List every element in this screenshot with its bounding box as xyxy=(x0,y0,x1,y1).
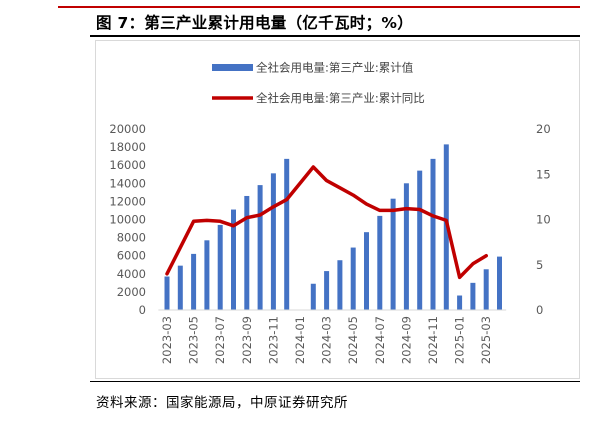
x-tick-label: 2025-01 xyxy=(453,316,467,364)
legend: 全社会用电量:第三产业:累计值 全社会用电量:第三产业:累计同比 xyxy=(212,61,425,105)
bar xyxy=(217,224,223,310)
x-tick-label: 2023-03 xyxy=(160,316,174,364)
x-tick-label: 2023-07 xyxy=(213,316,227,364)
bottom-rule xyxy=(90,381,580,382)
y-right-tick-label: 20 xyxy=(536,122,551,136)
y-axis-left: 0 2000 4000 6000 8000 10000 12000 14000 16000 180… xyxy=(109,122,146,317)
bar xyxy=(497,256,502,310)
bar xyxy=(231,209,236,310)
title-underline xyxy=(90,35,580,37)
yoy-line-series xyxy=(165,165,488,280)
bar xyxy=(403,183,409,310)
y-left-tick-label: 16000 xyxy=(109,158,146,172)
bar xyxy=(257,185,263,310)
y-axis-right: 0 5 10 15 20 xyxy=(536,122,551,317)
legend-line-label: 全社会用电量:第三产业:累计同比 xyxy=(256,91,425,105)
bar xyxy=(350,247,356,310)
bar xyxy=(470,282,476,310)
legend-bar-swatch xyxy=(212,64,253,71)
x-tick-label: 2024-09 xyxy=(399,316,413,364)
bar xyxy=(284,158,290,310)
x-tick-label: 2023-05 xyxy=(187,316,201,364)
bar xyxy=(270,173,276,310)
x-tick-label: 2023-11 xyxy=(266,316,280,364)
y-left-tick-label: 8000 xyxy=(117,231,146,245)
x-tick-label: 2024-11 xyxy=(426,316,440,364)
x-tick-label: 2024-07 xyxy=(373,316,387,364)
bar xyxy=(377,215,383,310)
bar xyxy=(457,295,463,310)
y-left-tick-label: 6000 xyxy=(117,249,146,263)
bar xyxy=(483,269,489,310)
bar xyxy=(337,260,343,310)
bar-series xyxy=(164,144,502,310)
figure-title: 图 7：第三产业累计用电量（亿千瓦时；%） xyxy=(96,14,414,32)
x-tick-label: 2024-01 xyxy=(293,316,307,364)
x-tick-label: 2023-09 xyxy=(240,316,254,364)
chart-frame xyxy=(95,40,580,379)
bar xyxy=(324,271,330,310)
y-left-tick-label: 10000 xyxy=(109,213,146,227)
y-left-tick-label: 2000 xyxy=(117,285,146,299)
y-right-tick-label: 15 xyxy=(536,167,551,181)
bar xyxy=(430,158,436,310)
bar xyxy=(364,232,369,310)
y-left-tick-label: 20000 xyxy=(109,122,146,136)
bar xyxy=(177,265,183,310)
bar xyxy=(390,198,396,310)
bar xyxy=(244,195,250,310)
bar xyxy=(204,240,210,310)
bar xyxy=(310,283,316,310)
y-right-tick-label: 0 xyxy=(536,303,543,317)
x-tick-label: 2025-03 xyxy=(479,316,493,364)
x-axis-labels: 2023-03 2023-05 2023-07 2023-09 2023-11 2024-… xyxy=(160,316,493,364)
legend-bar-label: 全社会用电量:第三产业:累计值 xyxy=(256,61,414,75)
y-left-tick-label: 4000 xyxy=(117,267,146,281)
x-tick-label: 2024-03 xyxy=(320,316,334,364)
top-accent-rule xyxy=(58,6,580,8)
bar xyxy=(164,276,170,310)
y-left-tick-label: 14000 xyxy=(109,176,146,190)
bar xyxy=(191,253,197,310)
bar xyxy=(417,170,423,310)
y-right-tick-label: 5 xyxy=(536,258,543,272)
y-left-tick-label: 12000 xyxy=(109,194,146,208)
y-left-tick-label: 0 xyxy=(139,303,146,317)
y-left-tick-label: 18000 xyxy=(109,140,146,154)
y-right-tick-label: 10 xyxy=(536,213,551,227)
x-tick-label: 2024-05 xyxy=(346,316,360,364)
source-note: 资料来源：国家能源局，中原证券研究所 xyxy=(96,395,348,411)
